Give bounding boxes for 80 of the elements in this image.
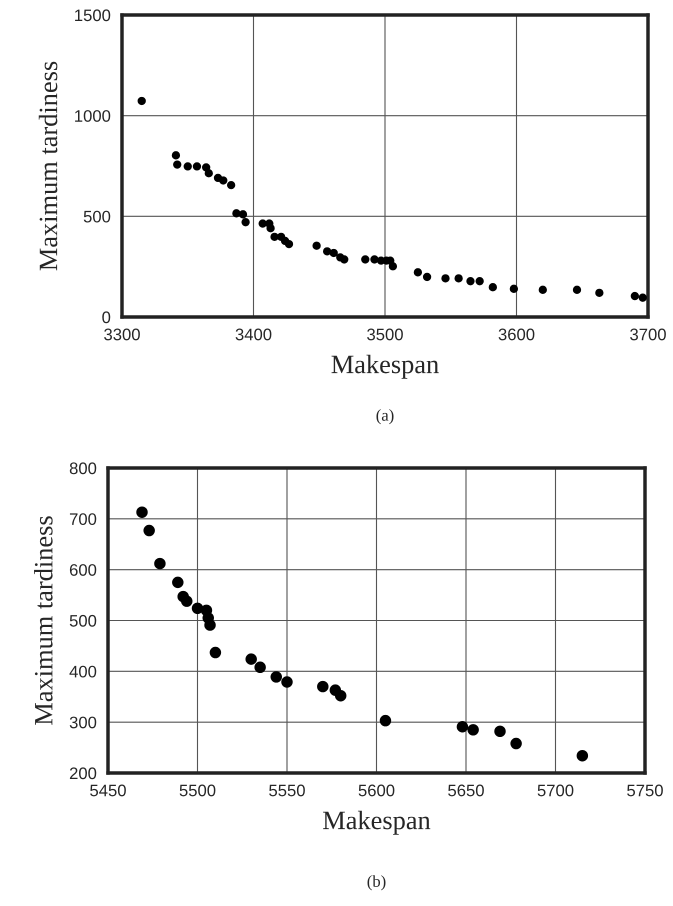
point — [441, 274, 450, 282]
point — [576, 750, 588, 762]
point — [281, 676, 293, 688]
point — [270, 671, 282, 683]
point — [238, 210, 248, 218]
y-tick-label: 600 — [70, 564, 96, 576]
x-axis-title: Makespan — [332, 354, 439, 379]
y-tick-label: 400 — [69, 666, 96, 678]
text: (b) — [368, 875, 386, 890]
x-tick-label: 3600 — [498, 328, 534, 340]
point — [638, 294, 647, 302]
point — [322, 247, 332, 256]
point — [476, 277, 484, 286]
y-axis-title: Maximum tardiness — [34, 516, 53, 725]
point — [192, 162, 202, 171]
point — [317, 680, 329, 692]
point — [312, 242, 321, 250]
point — [172, 151, 180, 160]
point — [494, 726, 506, 738]
point — [204, 169, 213, 178]
x-tick-label: 3400 — [236, 328, 272, 340]
point — [204, 619, 216, 631]
y-tick-label: 500 — [84, 210, 110, 223]
point — [184, 162, 192, 171]
y-tick-label: 1500 — [75, 9, 110, 22]
point — [173, 160, 182, 169]
y-tick-label: 0 — [102, 311, 110, 324]
point — [226, 180, 236, 190]
point — [488, 283, 497, 292]
point — [245, 653, 257, 665]
point — [219, 176, 228, 185]
x-tick-label: 5650 — [448, 784, 484, 796]
point — [340, 255, 348, 264]
y-tick-label: 1000 — [75, 110, 110, 122]
point — [510, 284, 518, 293]
point — [334, 690, 346, 702]
x-tick-label: 5750 — [627, 784, 663, 796]
point — [456, 721, 468, 732]
point — [538, 286, 547, 294]
point — [572, 286, 582, 294]
y-axis-title: Maximum tardiness — [38, 62, 58, 270]
text: (a) — [376, 409, 394, 424]
point — [210, 646, 222, 658]
point — [414, 268, 422, 276]
x-tick-label: 3700 — [630, 328, 666, 340]
point — [154, 558, 166, 570]
y-tick-label: 300 — [70, 716, 96, 728]
x-axis-title: Makespan — [323, 810, 430, 835]
point — [454, 274, 463, 282]
point — [181, 595, 192, 607]
point — [388, 262, 398, 270]
point — [138, 96, 146, 106]
point — [241, 218, 250, 226]
point — [510, 738, 522, 750]
point — [172, 576, 184, 588]
point — [284, 240, 294, 248]
x-tick-label: 3300 — [104, 328, 140, 340]
point — [143, 524, 155, 536]
y-tick-label: 700 — [70, 513, 96, 526]
point — [595, 288, 604, 297]
x-tick-label: 5600 — [358, 784, 394, 796]
point — [266, 224, 275, 232]
point — [254, 662, 266, 673]
point — [361, 255, 370, 264]
x-tick-label: 5500 — [180, 784, 216, 796]
y-tick-label: 500 — [70, 614, 96, 627]
point — [630, 292, 640, 300]
y-tick-label: 800 — [70, 462, 96, 474]
x-tick-label: 3500 — [367, 328, 403, 340]
point — [192, 602, 204, 614]
x-tick-label: 5450 — [90, 784, 126, 796]
point — [330, 248, 338, 258]
point — [422, 272, 432, 282]
y-tick-label: 200 — [70, 767, 96, 780]
point — [466, 277, 475, 286]
point — [136, 506, 148, 518]
point — [467, 724, 479, 736]
x-tick-label: 5550 — [269, 784, 305, 796]
x-tick-label: 5700 — [538, 784, 574, 796]
point — [380, 714, 392, 726]
